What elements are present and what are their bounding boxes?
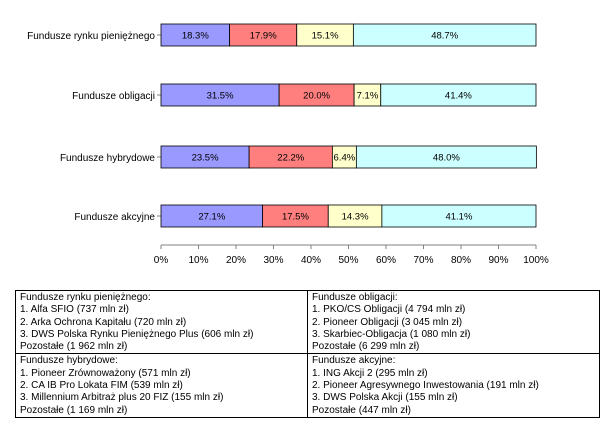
table-row: Fundusze rynku pieniężnego: 1. Alfa SFIO… <box>15 289 600 355</box>
x-tick-label: 100% <box>523 255 549 266</box>
x-tick-label: 70% <box>413 255 433 266</box>
fund-details-table: Fundusze rynku pieniężnego: 1. Alfa SFIO… <box>15 289 600 418</box>
x-tick-label: 80% <box>451 255 471 266</box>
bar-segment <box>380 83 537 107</box>
x-tick-label: 90% <box>488 255 508 266</box>
data-label: 18.3% <box>182 31 209 42</box>
category-label: Fundusze akcyjne <box>74 212 155 223</box>
x-tick-label: 0% <box>154 255 169 266</box>
table-cell-equity: Fundusze akcyjne: 1. ING Akcji 2 (295 ml… <box>307 353 600 418</box>
data-label: 31.5% <box>207 91 234 102</box>
cell-line: 2. Pioneer Obligacji (3 045 mln zł) <box>312 316 463 328</box>
cell-title: Fundusze hybrydowe: <box>20 355 118 367</box>
cell-line: 3. Skarbiec-Obligacja (1 080 mln zł) <box>312 328 471 340</box>
cell-line: Pozostałe (1 169 mln zł) <box>20 404 128 416</box>
data-label: 15.1% <box>312 31 339 42</box>
cell-title: Fundusze obligacji: <box>312 292 398 303</box>
data-label: 48.7% <box>431 31 458 42</box>
data-label: 23.5% <box>192 153 219 164</box>
x-tick-label: 50% <box>338 255 358 266</box>
table-cell-hybrid: Fundusze hybrydowe: 1. Pioneer Zrównoważ… <box>15 353 308 418</box>
x-tick-label: 30% <box>263 255 283 266</box>
cell-line: Pozostałe (1 962 mln zł) <box>20 341 128 353</box>
cell-line: 1. ING Akcji 2 (295 mln zł) <box>312 367 428 379</box>
cell-line: 2. Arka Ochrona Kapitału (720 mln zł) <box>20 316 187 328</box>
cell-line: 3. DWS Polska Akcji (155 mln zł) <box>312 392 458 404</box>
data-label: 17.5% <box>282 212 309 223</box>
data-label: 7.1% <box>357 91 379 102</box>
data-label: 6.4% <box>334 153 356 164</box>
cell-line: 3. Millennium Arbitraż plus 20 FIZ (155 … <box>20 392 224 404</box>
cell-line: 3. DWS Polska Rynku Pieniężnego Plus (60… <box>20 328 254 340</box>
category-label: Fundusze hybrydowe <box>60 153 155 164</box>
cell-line: 2. Pioneer Agresywnego Inwestowania (191… <box>312 380 539 392</box>
cell-line: 2. CA IB Pro Lokata FIM (539 mln zł) <box>20 380 183 392</box>
table-row: Fundusze hybrydowe: 1. Pioneer Zrównoważ… <box>15 353 600 418</box>
x-tick-label: 40% <box>301 255 321 266</box>
data-label: 17.9% <box>250 31 277 42</box>
cell-line: 1. Alfa SFIO (737 mln zł) <box>20 304 129 316</box>
category-label: Fundusze obligacji <box>72 91 155 102</box>
x-tick-label: 20% <box>226 255 246 266</box>
cell-title: Fundusze akcyjne: <box>312 355 396 367</box>
bar-segment <box>352 23 537 47</box>
data-label: 20.0% <box>303 91 330 102</box>
cell-line: Pozostałe (6 299 mln zł) <box>312 341 420 353</box>
bar-segment <box>355 145 537 169</box>
bar-segment <box>381 204 537 228</box>
category-label: Fundusze rynku pieniężnego <box>27 31 155 42</box>
data-label: 27.1% <box>198 212 225 223</box>
data-label: 48.0% <box>433 153 460 164</box>
data-label: 41.1% <box>445 212 472 223</box>
data-label: 14.3% <box>342 212 369 223</box>
x-tick-label: 60% <box>376 255 396 266</box>
table-cell-money-market: Fundusze rynku pieniężnego: 1. Alfa SFIO… <box>15 289 308 355</box>
cell-line: Pozostałe (447 mln zł) <box>312 404 411 416</box>
data-label: 22.2% <box>277 153 304 164</box>
table-cell-bonds: Fundusze obligacji: 1. PKO/CS Obligacji … <box>307 289 600 355</box>
stacked-bar-chart: Fundusze rynku pieniężnego 18.3% 17.9% 15.1… <box>27 23 549 266</box>
data-label: 41.4% <box>445 91 472 102</box>
cell-title: Fundusze rynku pieniężnego: <box>20 292 151 303</box>
cell-line: 1. PKO/CS Obligacji (4 794 mln zł) <box>312 304 466 316</box>
x-tick-label: 10% <box>188 255 208 266</box>
cell-line: 1. Pioneer Zrównoważony (571 mln zł) <box>20 367 191 379</box>
